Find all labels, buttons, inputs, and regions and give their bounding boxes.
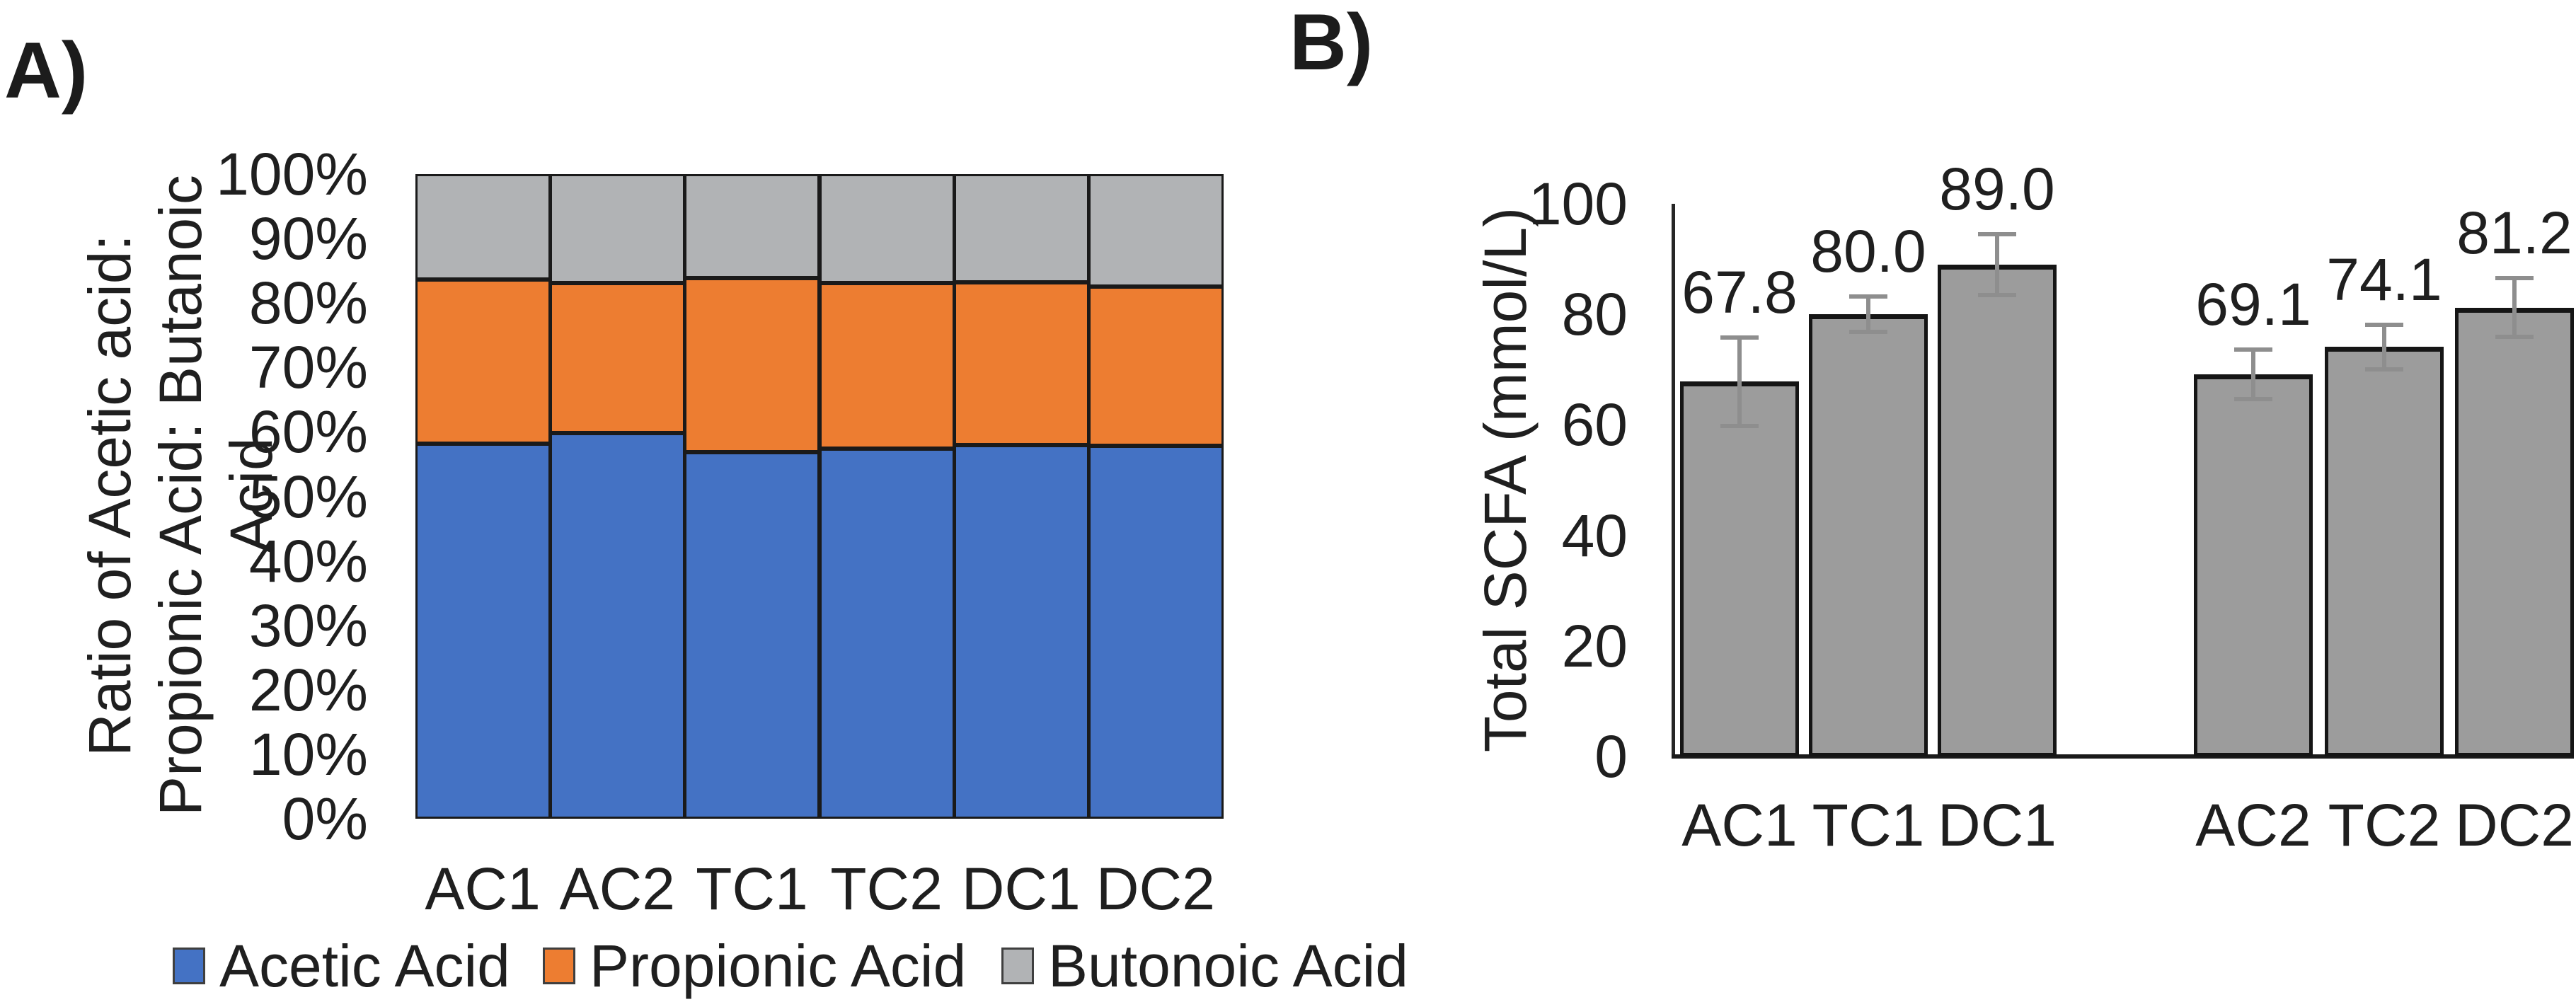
value-label-tc1: 80.0 [1810, 218, 1926, 285]
x-tick-label-ac1: AC1 [425, 856, 541, 922]
error-bar-ac2 [2251, 350, 2255, 400]
bar-tc2 [2325, 347, 2444, 756]
bar-segment-acetic-acid [415, 443, 551, 819]
y-tick-label: 20% [248, 656, 368, 723]
bar-dc1 [1938, 264, 2057, 756]
bar-segment-butonoic-acid [819, 174, 955, 283]
bar-segment-butonoic-acid [953, 174, 1089, 283]
bar-segment-acetic-acid [953, 444, 1089, 819]
legend-item-acetic-acid: Acetic Acid [173, 933, 510, 999]
bar-dc2 [2455, 307, 2574, 756]
error-bar-cap-top [2495, 276, 2534, 281]
stacked-bar-tc1 [684, 174, 820, 819]
y-tick-label: 0 [1594, 723, 1628, 790]
y-tick-label: 0% [282, 785, 368, 852]
bar-segment-propionic-acid [1088, 287, 1224, 446]
value-label-ac1: 67.8 [1681, 259, 1798, 326]
y-tick-label: 40 [1561, 502, 1628, 569]
chart-b-x-axis-line [1672, 754, 2574, 759]
error-bar-tc1 [1866, 296, 1870, 333]
error-bar-cap-top [1849, 294, 1887, 299]
error-bar-cap-bottom [2365, 367, 2403, 372]
legend-label: Propionic Acid [590, 933, 967, 999]
bar-segment-propionic-acid [953, 282, 1089, 445]
value-label-dc1: 89.0 [1939, 155, 2055, 222]
legend-swatch-acetic-acid [173, 948, 205, 984]
y-tick-label: 20 [1561, 612, 1628, 679]
error-bar-cap-top [2234, 347, 2272, 352]
legend-label: Butonoic Acid [1048, 933, 1409, 999]
error-bar-cap-bottom [2234, 397, 2272, 402]
y-tick-label: 90% [248, 205, 368, 272]
y-tick-label: 60 [1561, 391, 1628, 459]
bar-segment-propionic-acid [819, 282, 955, 449]
y-tick-label: 100 [1528, 171, 1628, 237]
bar-segment-propionic-acid [550, 282, 686, 434]
bar-segment-butonoic-acid [684, 174, 820, 278]
chart-a-y-axis-title-line1: Ratio of Acetic acid: [76, 234, 143, 756]
legend-swatch-butonoic-acid [1001, 948, 1034, 984]
stacked-bar-dc1 [953, 174, 1089, 819]
bar-tc1 [1809, 314, 1928, 756]
x-tick-label-tc2: TC2 [2328, 792, 2441, 858]
error-bar-cap-top [2365, 323, 2403, 328]
bar-segment-acetic-acid [684, 451, 820, 819]
bar-segment-propionic-acid [415, 280, 551, 444]
chart-b-y-axis-title: Total SCFA (mmol/L) [1472, 207, 1539, 753]
error-bar-cap-top [1978, 231, 2016, 236]
y-tick-label: 60% [248, 398, 368, 466]
panel-a-letter: A) [4, 26, 88, 115]
legend-item-butonoic-acid: Butonoic Acid [1001, 933, 1409, 999]
x-tick-label-tc1: TC1 [696, 856, 808, 922]
bar-segment-acetic-acid [550, 433, 686, 819]
stacked-bar-ac2 [550, 174, 686, 819]
value-label-ac2: 69.1 [2195, 271, 2311, 338]
bar-ac1 [1680, 381, 1799, 756]
y-tick-label: 50% [248, 463, 368, 530]
x-tick-label-ac2: AC2 [559, 856, 675, 922]
error-bar-tc2 [2382, 325, 2386, 369]
x-tick-label-dc2: DC2 [2454, 792, 2575, 858]
x-tick-label-ac1: AC1 [1681, 792, 1798, 858]
y-tick-label: 30% [248, 592, 368, 659]
error-bar-ac1 [1737, 338, 1742, 426]
bar-segment-butonoic-acid [415, 174, 551, 280]
bar-segment-acetic-acid [819, 449, 955, 819]
error-bar-cap-bottom [1849, 330, 1887, 335]
error-bar-cap-bottom [1720, 423, 1759, 428]
legend-item-propionic-acid: Propionic Acid [543, 933, 967, 999]
chart-b-y-axis-line [1672, 204, 1675, 759]
stacked-bar-tc2 [819, 174, 955, 819]
stacked-bar-dc2 [1088, 174, 1224, 819]
error-bar-cap-bottom [2495, 335, 2534, 340]
y-tick-label: 80 [1561, 281, 1628, 348]
legend-swatch-propionic-acid [543, 948, 575, 984]
x-tick-label-tc1: TC1 [1812, 792, 1925, 858]
y-tick-label: 100% [216, 141, 368, 207]
x-tick-label-ac2: AC2 [2195, 792, 2311, 858]
stacked-bar-ac1 [415, 174, 551, 819]
x-tick-label-dc2: DC2 [1096, 856, 1215, 922]
legend-label: Acetic Acid [219, 933, 510, 999]
bar-segment-acetic-acid [1088, 445, 1224, 819]
y-tick-label: 10% [248, 720, 368, 788]
y-tick-label: 80% [248, 270, 368, 337]
error-bar-dc1 [1995, 234, 1999, 295]
error-bar-cap-top [1720, 335, 1759, 340]
y-tick-label: 70% [248, 334, 368, 401]
value-label-dc2: 81.2 [2456, 200, 2572, 267]
y-tick-label: 40% [248, 527, 368, 594]
value-label-tc2: 74.1 [2326, 246, 2442, 313]
error-bar-dc2 [2512, 278, 2517, 338]
x-tick-label-dc1: DC1 [961, 856, 1081, 922]
bar-ac2 [2194, 374, 2313, 756]
x-tick-label-dc1: DC1 [1937, 792, 2057, 858]
bar-segment-propionic-acid [684, 277, 820, 452]
bar-segment-butonoic-acid [550, 174, 686, 283]
x-tick-label-tc2: TC2 [830, 856, 943, 922]
error-bar-cap-bottom [1978, 292, 2016, 297]
panel-b-letter: B) [1289, 0, 1374, 86]
bar-segment-butonoic-acid [1088, 174, 1224, 287]
